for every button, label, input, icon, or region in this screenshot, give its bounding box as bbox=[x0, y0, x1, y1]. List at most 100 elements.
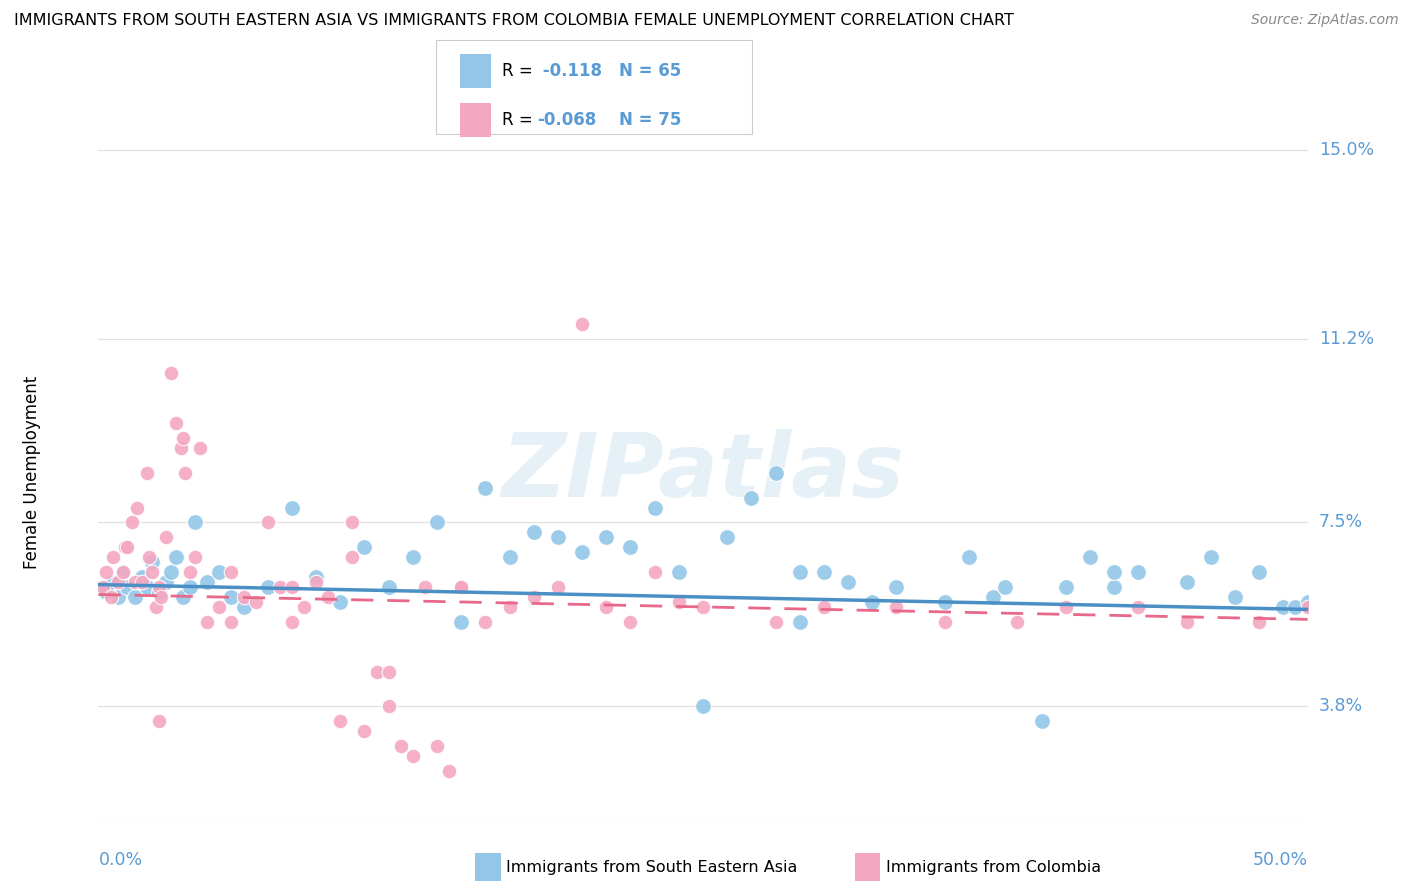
Point bbox=[886, 580, 908, 594]
Point bbox=[498, 599, 520, 614]
Point bbox=[1102, 580, 1125, 594]
Point bbox=[160, 367, 183, 381]
Text: 3.8%: 3.8% bbox=[1319, 698, 1362, 715]
Point bbox=[413, 580, 436, 594]
Point bbox=[305, 570, 328, 584]
Point bbox=[426, 516, 449, 530]
Point bbox=[124, 590, 146, 604]
Point bbox=[91, 580, 114, 594]
Point bbox=[860, 595, 883, 609]
Text: ZIPatlas: ZIPatlas bbox=[502, 429, 904, 516]
Point bbox=[619, 541, 641, 555]
Point bbox=[934, 595, 956, 609]
Point bbox=[245, 595, 267, 609]
Point bbox=[165, 550, 187, 565]
Point bbox=[135, 466, 157, 480]
Point bbox=[208, 599, 231, 614]
Point bbox=[100, 590, 122, 604]
Point bbox=[138, 550, 160, 565]
Point bbox=[353, 724, 375, 739]
Text: -0.118: -0.118 bbox=[537, 62, 602, 80]
Point bbox=[547, 580, 569, 594]
Point bbox=[114, 541, 136, 555]
Point bbox=[437, 764, 460, 778]
Point bbox=[232, 590, 254, 604]
Point bbox=[131, 570, 153, 584]
Point bbox=[1078, 550, 1101, 565]
Point bbox=[426, 739, 449, 753]
Point bbox=[789, 565, 811, 579]
Point bbox=[329, 714, 352, 729]
Point bbox=[957, 550, 980, 565]
Point bbox=[981, 590, 1004, 604]
Point bbox=[135, 580, 157, 594]
Point bbox=[121, 516, 143, 530]
Point bbox=[765, 466, 787, 480]
Point bbox=[107, 575, 129, 590]
Point bbox=[523, 525, 546, 540]
Point bbox=[256, 580, 278, 594]
Point bbox=[221, 590, 243, 604]
Point bbox=[837, 575, 859, 590]
Point bbox=[1054, 580, 1077, 594]
Point bbox=[221, 615, 243, 629]
Text: R =: R = bbox=[502, 112, 538, 129]
Point bbox=[1175, 575, 1198, 590]
Point bbox=[644, 565, 666, 579]
Point bbox=[100, 575, 122, 590]
Point bbox=[155, 575, 177, 590]
Point bbox=[1249, 565, 1271, 579]
Point bbox=[668, 565, 690, 579]
Point bbox=[1054, 599, 1077, 614]
Point bbox=[450, 580, 472, 594]
Point bbox=[179, 565, 201, 579]
Point bbox=[402, 550, 425, 565]
Point bbox=[131, 575, 153, 590]
Point bbox=[716, 530, 738, 544]
Point bbox=[316, 590, 339, 604]
Point bbox=[172, 590, 194, 604]
Point bbox=[221, 565, 243, 579]
Point bbox=[292, 599, 315, 614]
Point bbox=[934, 615, 956, 629]
Point bbox=[195, 615, 218, 629]
Text: 50.0%: 50.0% bbox=[1253, 851, 1308, 869]
Text: 7.5%: 7.5% bbox=[1319, 514, 1362, 532]
Point bbox=[1128, 599, 1150, 614]
Point bbox=[141, 565, 163, 579]
Point bbox=[740, 491, 762, 505]
Point bbox=[281, 580, 304, 594]
Point bbox=[1284, 599, 1306, 614]
Point bbox=[208, 565, 231, 579]
Point bbox=[232, 599, 254, 614]
Point bbox=[141, 555, 163, 569]
Point bbox=[692, 699, 714, 714]
Point bbox=[377, 580, 399, 594]
Point bbox=[644, 500, 666, 515]
Point bbox=[547, 530, 569, 544]
Point bbox=[117, 541, 139, 555]
Point bbox=[1272, 599, 1295, 614]
Point bbox=[111, 565, 134, 579]
Point bbox=[160, 565, 183, 579]
Point bbox=[474, 615, 496, 629]
Point bbox=[94, 585, 117, 599]
Point bbox=[281, 500, 304, 515]
Point bbox=[450, 580, 472, 594]
Point bbox=[523, 590, 546, 604]
Point bbox=[148, 714, 170, 729]
Text: Immigrants from South Eastern Asia: Immigrants from South Eastern Asia bbox=[506, 860, 797, 874]
Point bbox=[111, 565, 134, 579]
Point bbox=[155, 530, 177, 544]
Text: Immigrants from Colombia: Immigrants from Colombia bbox=[886, 860, 1101, 874]
Point bbox=[377, 699, 399, 714]
Point bbox=[498, 550, 520, 565]
Point bbox=[1102, 565, 1125, 579]
Point bbox=[169, 441, 191, 455]
Point bbox=[184, 516, 207, 530]
Point bbox=[402, 749, 425, 764]
Point bbox=[150, 590, 173, 604]
Point bbox=[595, 599, 617, 614]
Point bbox=[813, 565, 835, 579]
Point bbox=[107, 590, 129, 604]
